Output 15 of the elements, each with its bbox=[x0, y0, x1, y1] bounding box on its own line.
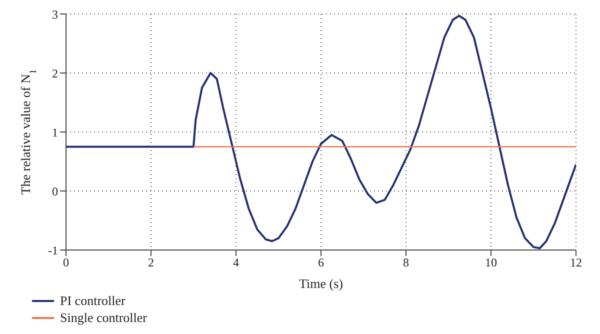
legend-label: PI controller bbox=[60, 292, 126, 308]
y-tick-label: 1 bbox=[52, 125, 58, 140]
x-tick-label: 10 bbox=[485, 256, 497, 270]
legend-label: Single controller bbox=[60, 310, 148, 326]
x-tick-label: 12 bbox=[570, 256, 582, 270]
y-tick-label: 2 bbox=[52, 66, 58, 80]
x-axis-title: Time (s) bbox=[299, 276, 343, 291]
x-tick-label: 0 bbox=[63, 256, 69, 270]
x-tick-label: 4 bbox=[233, 256, 239, 270]
y-tick-label: 0 bbox=[52, 184, 58, 198]
x-tick-label: 2 bbox=[148, 256, 154, 270]
y-tick-label: -1 bbox=[48, 243, 58, 258]
x-tick-label: 6 bbox=[318, 256, 324, 270]
x-tick-label: 8 bbox=[403, 256, 409, 270]
y-tick-label: 3 bbox=[52, 7, 58, 22]
